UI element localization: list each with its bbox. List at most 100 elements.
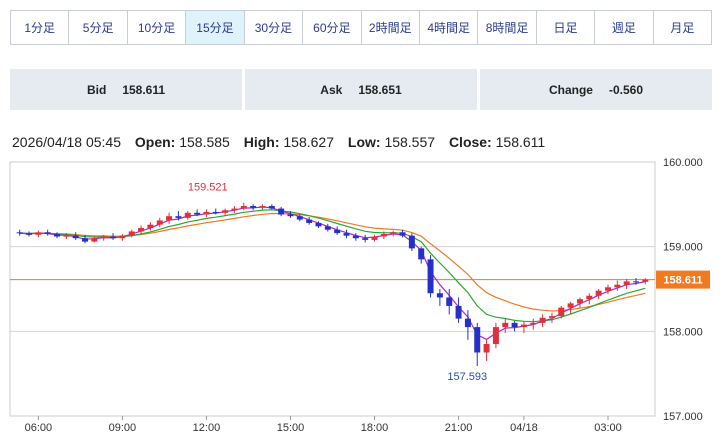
ask-label: Ask — [320, 82, 343, 97]
candle-body — [614, 284, 621, 288]
tab-timeframe-11[interactable]: 週足 — [595, 11, 654, 44]
candle-body — [604, 287, 611, 291]
candle-body — [26, 233, 32, 235]
candle-body — [110, 236, 117, 239]
candle-body — [436, 293, 443, 298]
tab-timeframe-10[interactable]: 日足 — [537, 11, 596, 44]
candle-body — [362, 238, 369, 240]
candle-body — [82, 238, 89, 242]
high-value: 158.627 — [283, 134, 334, 150]
candle-body — [166, 216, 173, 221]
candle-body — [306, 219, 313, 223]
current-price-label: 158.611 — [663, 275, 702, 287]
candle-body — [175, 216, 182, 218]
candle-body — [418, 248, 425, 260]
candle-body — [511, 322, 518, 328]
tab-timeframe-12[interactable]: 月足 — [670, 21, 695, 35]
candle-body — [222, 210, 229, 213]
candle-body — [240, 206, 247, 209]
candle-body — [464, 318, 471, 328]
low-value: 158.557 — [384, 134, 436, 150]
candle-body — [352, 235, 359, 239]
x-tick-label: 06:00 — [25, 422, 53, 434]
quote-bar: Bid 158.611 Ask 158.651 Change -0.560 — [10, 69, 712, 110]
y-tick-label: 159.000 — [663, 242, 703, 254]
candle-body — [250, 206, 257, 208]
candle-body — [530, 322, 537, 325]
candle-body — [54, 233, 61, 237]
price-chart[interactable]: 160.000 159.000 158.000 157.000 06:00 09:00 12… — [0, 150, 720, 440]
change-cell: Change -0.560 — [480, 69, 712, 110]
bid-value: 158.611 — [122, 82, 166, 97]
tab-timeframe-4[interactable]: 15分足 — [186, 11, 245, 44]
candle-body — [268, 206, 275, 209]
tab-timeframe-7[interactable]: 2時間足 — [362, 11, 420, 44]
candle-body — [427, 259, 434, 294]
candle-body — [72, 235, 79, 239]
change-label: Change — [548, 82, 593, 97]
candle-body — [100, 236, 107, 239]
candle-body — [156, 220, 163, 225]
ask-value: 158.651 — [358, 82, 402, 97]
candle-body — [35, 232, 42, 235]
candle-body — [399, 232, 406, 236]
candlestick-chart[interactable]: 160.000 159.000 158.000 157.000 06:00 09:00 12… — [0, 150, 720, 440]
candle-body — [194, 212, 201, 215]
candle-body — [119, 235, 126, 239]
candle-body — [408, 235, 415, 249]
candle-body — [296, 216, 303, 220]
high-label: High: — [243, 134, 280, 150]
candle-body — [548, 316, 555, 318]
candle-body — [44, 232, 51, 234]
y-tick-label: 157.000 — [663, 411, 703, 423]
tab-timeframe-8[interactable]: 4時間足 — [420, 11, 479, 44]
tab-timeframe-3[interactable]: 10分足 — [128, 11, 187, 44]
candle-body — [334, 229, 341, 234]
plot-area — [9, 161, 656, 417]
low-annotation: 157.593 — [447, 371, 487, 383]
open-label: Open: — [134, 134, 176, 150]
tab-timeframe-5[interactable]: 30分足 — [245, 11, 304, 44]
tab-timeframe-1[interactable]: 1分足 — [11, 11, 70, 44]
candle-body — [474, 327, 481, 353]
change-value: -0.560 — [608, 82, 644, 97]
candle-body — [324, 226, 331, 230]
bid-cell: Bid 158.611 — [10, 69, 242, 110]
candle-body — [259, 206, 266, 208]
candle-body — [138, 228, 145, 232]
candle-body — [16, 232, 23, 234]
bid-label: Bid — [86, 82, 107, 97]
x-tick-label: 18:00 — [361, 422, 389, 434]
ask-cell: Ask 158.651 — [245, 69, 477, 110]
close-value: 158.611 — [495, 134, 546, 150]
candle-body — [483, 344, 490, 353]
candle-body — [343, 233, 350, 236]
candle-body — [390, 232, 397, 234]
x-tick-label: 12:00 — [193, 422, 221, 434]
candle-body — [147, 224, 154, 229]
candle-body — [539, 317, 546, 323]
x-tick-label: 04/18 — [510, 422, 538, 434]
candle-body — [586, 295, 593, 300]
candle-body — [63, 235, 70, 237]
candle-body — [231, 208, 238, 211]
candle-body — [633, 281, 639, 283]
candle-body — [128, 231, 135, 236]
ohlc-readout: 2026/04/18 05:45 Open: 158.585 High: 158… — [12, 134, 545, 150]
current-price-tag — [656, 270, 710, 289]
high-annotation: 159.521 — [188, 182, 228, 194]
candle-body — [642, 279, 649, 282]
tab-timeframe-9[interactable]: 8時間足 — [478, 11, 537, 44]
candle-body — [380, 233, 387, 237]
candle-body — [455, 305, 462, 319]
ohlc-datetime: 2026/04/18 05:45 — [12, 134, 121, 150]
candle-body — [492, 327, 499, 345]
candle-body — [502, 322, 509, 328]
candle-body — [567, 303, 574, 308]
tab-timeframe-6[interactable]: 60分足 — [303, 11, 362, 44]
tab-timeframe-2[interactable]: 5分足 — [69, 11, 128, 44]
x-tick-label: 03:00 — [594, 422, 622, 434]
candle-body — [184, 212, 191, 218]
timeframe-tabs: 1分足 5分足 10分足 15分足 30分足 60分足 2時間足 4時間足 8時間足 日足 週足 月足 — [10, 10, 712, 45]
candle-body — [91, 238, 98, 242]
